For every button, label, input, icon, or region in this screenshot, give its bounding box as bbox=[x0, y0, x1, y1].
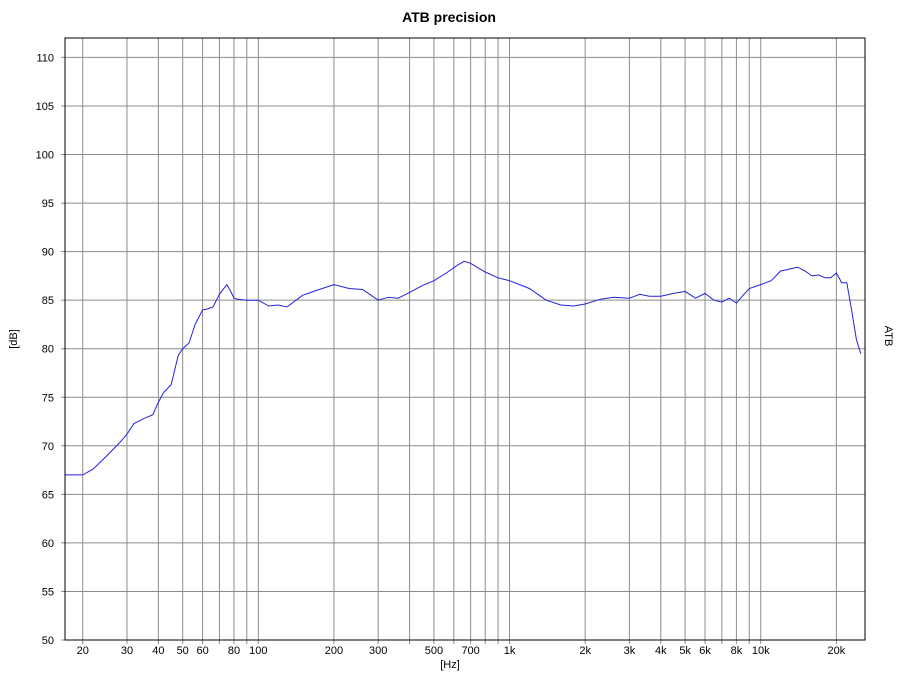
y-tick-label: 80 bbox=[42, 344, 54, 356]
series-layer bbox=[65, 260, 862, 476]
y-tick-labels: 50 55 60 65 70 75 80 85 90 95 100 105 110 bbox=[36, 52, 54, 647]
y-tick-label: 105 bbox=[36, 101, 54, 113]
x-tick-label: 20 bbox=[77, 645, 89, 657]
x-tick-label: 60 bbox=[196, 645, 208, 657]
x-tick-label: 80 bbox=[228, 645, 240, 657]
y-tick-label: 85 bbox=[42, 295, 54, 307]
plot-frame bbox=[64, 37, 866, 641]
x-tick-label: 300 bbox=[369, 645, 387, 657]
y-tick-label: 65 bbox=[42, 489, 54, 501]
x-tick-label: 200 bbox=[325, 645, 343, 657]
x-tick-label: 20k bbox=[828, 645, 846, 657]
x-tick-label: 500 bbox=[425, 645, 443, 657]
y-tick-label: 100 bbox=[36, 150, 54, 162]
x-tick-label: 4k bbox=[655, 645, 667, 657]
x-tick-label: 5k bbox=[679, 645, 691, 657]
grid bbox=[61, 38, 865, 644]
x-tick-labels: 20 30 40 50 60 80 100 200 300 500 700 1k 2k 3k 4k 5k 6k 8… bbox=[77, 645, 846, 657]
series-line-atb bbox=[65, 260, 862, 476]
x-tick-label: 40 bbox=[152, 645, 164, 657]
y-tick-label: 55 bbox=[42, 586, 54, 598]
y-tick-label: 50 bbox=[42, 635, 54, 647]
x-tick-label: 3k bbox=[624, 645, 636, 657]
chart-title: ATB precision bbox=[402, 9, 496, 25]
x-tick-label: 700 bbox=[461, 645, 479, 657]
x-tick-label: 50 bbox=[177, 645, 189, 657]
y-tick-label: 110 bbox=[36, 52, 54, 64]
y-tick-label: 70 bbox=[42, 441, 54, 453]
series-right-label: ATB bbox=[882, 326, 894, 347]
x-tick-label: 2k bbox=[579, 645, 591, 657]
x-tick-label: 6k bbox=[699, 645, 711, 657]
x-tick-label: 8k bbox=[731, 645, 743, 657]
x-tick-label: 30 bbox=[121, 645, 133, 657]
y-tick-label: 60 bbox=[42, 538, 54, 550]
x-tick-label: 100 bbox=[249, 645, 267, 657]
x-tick-label: 1k bbox=[504, 645, 516, 657]
y-tick-label: 95 bbox=[42, 198, 54, 210]
y-tick-label: 75 bbox=[42, 392, 54, 404]
y-tick-label: 90 bbox=[42, 247, 54, 259]
y-axis-label: [dB] bbox=[8, 329, 20, 349]
x-axis-label: [Hz] bbox=[440, 659, 460, 671]
x-tick-label: 10k bbox=[752, 645, 770, 657]
